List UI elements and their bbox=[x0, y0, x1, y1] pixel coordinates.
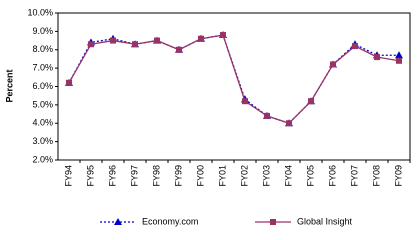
data-point bbox=[220, 32, 226, 39]
y-tick-label: 4.0% bbox=[32, 118, 53, 128]
series-line bbox=[68, 34, 399, 124]
x-tick-label: FY02 bbox=[239, 165, 249, 187]
data-point bbox=[308, 98, 314, 105]
data-point bbox=[198, 35, 204, 42]
y-axis-label: Percent bbox=[4, 69, 14, 102]
x-tick-label: FY98 bbox=[151, 165, 161, 187]
y-tick-label: 6.0% bbox=[32, 81, 53, 91]
y-tick-label: 7.0% bbox=[32, 63, 53, 73]
data-point bbox=[242, 98, 248, 105]
x-tick-label: FY94 bbox=[63, 165, 73, 187]
data-point bbox=[132, 41, 138, 48]
data-point bbox=[330, 61, 336, 68]
x-tick-label: FY00 bbox=[195, 165, 205, 187]
data-point bbox=[88, 41, 94, 48]
x-tick-label: FY08 bbox=[371, 165, 381, 187]
data-point bbox=[154, 37, 160, 44]
y-tick-label: 2.0% bbox=[32, 154, 53, 164]
y-tick-label: 3.0% bbox=[32, 136, 53, 146]
data-point bbox=[286, 120, 292, 127]
x-tick-label: FY97 bbox=[129, 165, 139, 187]
x-tick-label: FY01 bbox=[217, 165, 227, 187]
legend-label: Economy.com bbox=[142, 216, 198, 226]
x-tick-label: FY07 bbox=[349, 165, 359, 187]
x-tick-label: FY03 bbox=[261, 165, 271, 187]
series-line bbox=[68, 34, 400, 124]
x-tick-label: FY09 bbox=[393, 165, 403, 187]
data-point bbox=[395, 51, 403, 59]
x-tick-label: FY95 bbox=[85, 165, 95, 187]
legend-label: Global Insight bbox=[297, 216, 353, 226]
data-point bbox=[110, 37, 116, 44]
y-tick-label: 10.0% bbox=[27, 7, 53, 17]
data-point bbox=[176, 46, 182, 53]
data-point bbox=[374, 54, 380, 61]
data-point bbox=[264, 112, 270, 119]
data-point bbox=[352, 43, 358, 50]
x-tick-label: FY04 bbox=[283, 165, 293, 187]
x-tick-label: FY05 bbox=[305, 165, 315, 187]
x-tick-label: FY96 bbox=[107, 165, 117, 187]
legend-marker bbox=[114, 218, 122, 225]
x-tick-label: FY99 bbox=[173, 165, 183, 187]
plot-frame bbox=[57, 12, 411, 161]
data-point bbox=[396, 57, 402, 64]
x-tick-label: FY06 bbox=[327, 165, 337, 187]
data-point bbox=[66, 79, 72, 86]
legend-marker bbox=[270, 219, 276, 225]
y-tick-label: 8.0% bbox=[32, 44, 53, 54]
y-tick-label: 5.0% bbox=[32, 99, 53, 109]
y-tick-label: 9.0% bbox=[32, 26, 53, 36]
